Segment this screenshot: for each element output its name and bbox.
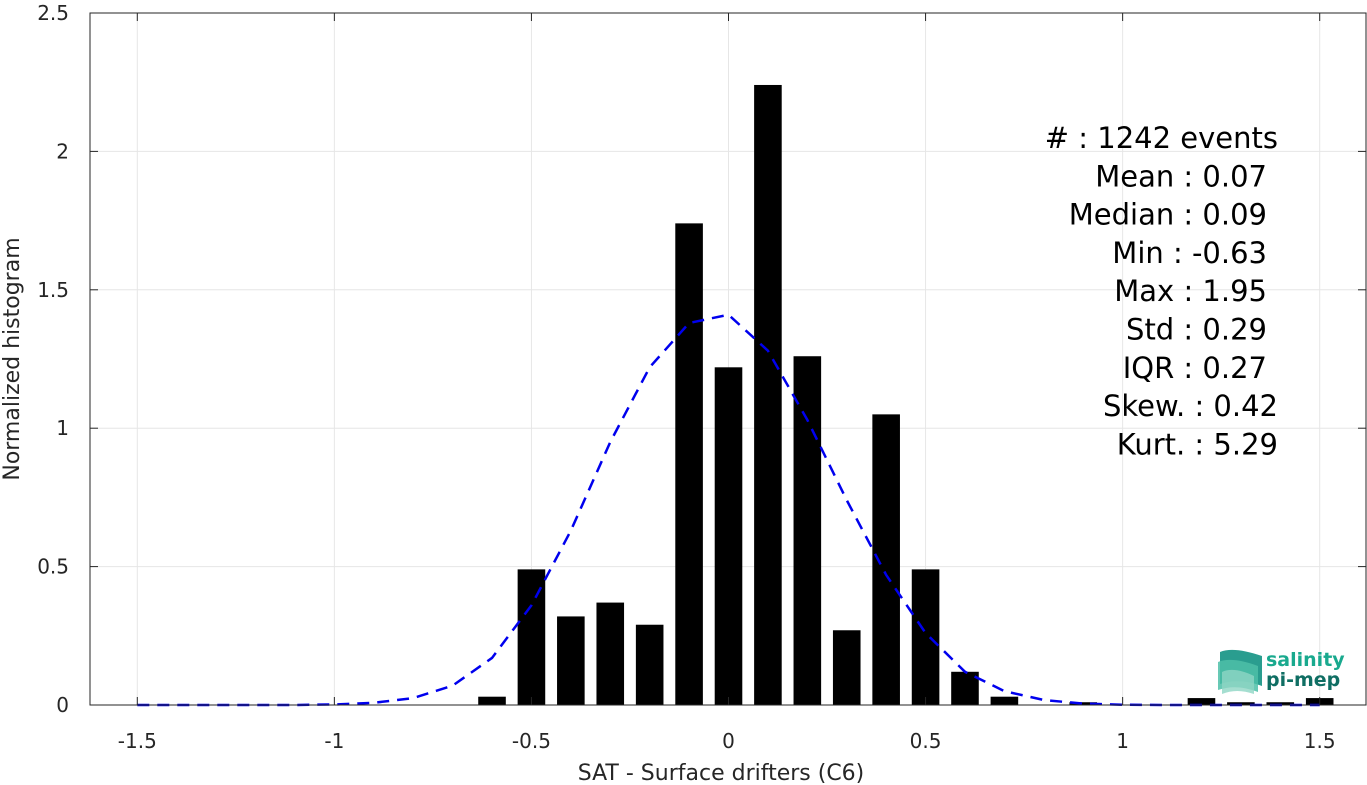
stat-line: Skew. : 0.42 [1103, 389, 1278, 423]
x-tick-label: -1 [324, 729, 344, 753]
stat-line: Kurt. : 5.29 [1117, 427, 1278, 461]
y-tick-label: 0.5 [37, 555, 69, 579]
x-tick-label: -0.5 [512, 729, 551, 753]
statistics-box: # : 1242 events Mean : 0.07 Median : 0.09 M… [1045, 121, 1278, 461]
histogram-bar [635, 624, 664, 705]
y-tick-label: 1 [56, 416, 69, 440]
logo-line1: salinity [1266, 649, 1345, 671]
histogram-bar [478, 696, 506, 705]
histogram-bar [557, 616, 585, 705]
histogram-bar [517, 569, 546, 705]
x-tick-label: -1.5 [118, 729, 157, 753]
stat-line: Std : 0.29 [1126, 313, 1267, 347]
histogram-bar [754, 84, 782, 705]
logo-line2: pi-mep [1266, 669, 1340, 691]
salinity-pimep-logo: salinity pi-mep [1218, 649, 1345, 694]
histogram-bar [872, 414, 900, 705]
histogram-bar [1227, 702, 1255, 705]
stat-line: IQR : 0.27 [1123, 351, 1267, 385]
x-axis-title: SAT - Surface drifters (C6) [578, 761, 865, 785]
histogram-bar [990, 696, 1019, 705]
histogram-bar [832, 630, 861, 705]
y-axis-title: Normalized histogram [0, 237, 25, 480]
stat-line: Median : 0.09 [1069, 198, 1267, 232]
histogram-bar [911, 569, 940, 705]
x-tick-label: 1 [1116, 729, 1129, 753]
y-axis-ticks: 0 0.5 1 1.5 2 2.5 [37, 1, 1366, 717]
histogram-bar [793, 356, 822, 705]
y-tick-label: 0 [56, 693, 69, 717]
histogram-bar [1069, 702, 1098, 705]
y-tick-label: 2.5 [37, 1, 69, 25]
stat-line: # : 1242 events [1045, 121, 1278, 155]
histogram-bar [1266, 702, 1295, 705]
x-tick-label: 1.5 [1304, 729, 1336, 753]
stat-line: Mean : 0.07 [1095, 159, 1267, 193]
wave-logo-icon [1218, 649, 1262, 694]
histogram-bar [1187, 698, 1216, 705]
histogram-bar [675, 223, 703, 706]
x-axis-ticks: -1.5 -1 -0.5 0 0.5 1 1.5 [118, 13, 1336, 753]
x-tick-label: 0.5 [910, 729, 942, 753]
x-tick-label: 0 [722, 729, 735, 753]
histogram-bar [596, 602, 625, 705]
stat-line: Max : 1.95 [1114, 274, 1267, 308]
y-tick-label: 1.5 [37, 278, 69, 302]
y-tick-label: 2 [56, 139, 69, 163]
histogram-bar [714, 367, 743, 705]
stat-line: Min : -0.63 [1112, 236, 1267, 270]
